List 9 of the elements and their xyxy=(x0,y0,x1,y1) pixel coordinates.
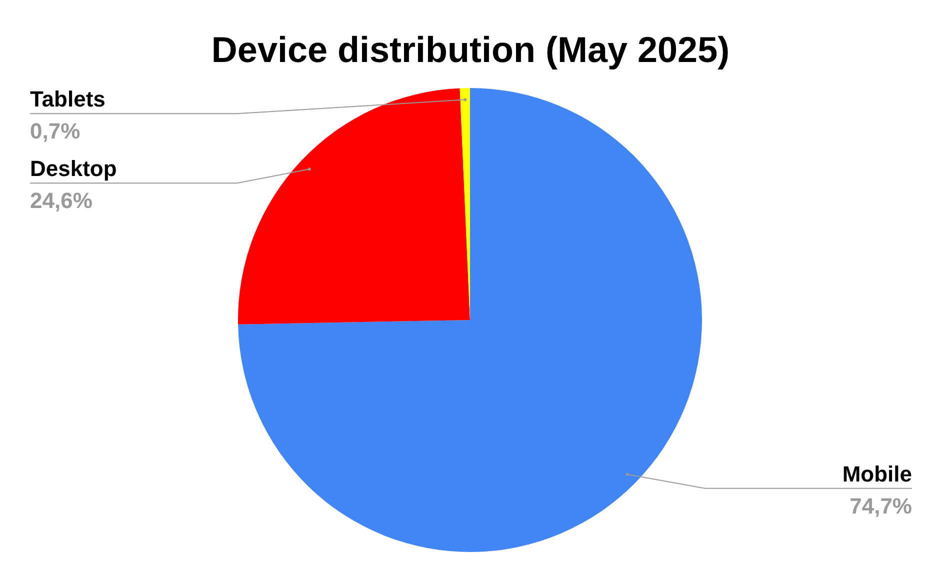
data-label: 24,6% xyxy=(30,188,92,214)
pie-slice xyxy=(238,88,470,324)
data-label: 74,7% xyxy=(850,493,912,518)
data-label: 0,7% xyxy=(30,118,80,144)
slice-label: Tablets xyxy=(30,86,106,112)
slice-label: Mobile xyxy=(842,461,912,486)
chart-title: Device distribution (May 2025) xyxy=(211,29,730,70)
pie-slice xyxy=(238,88,702,552)
slice-label: Desktop xyxy=(30,156,117,182)
